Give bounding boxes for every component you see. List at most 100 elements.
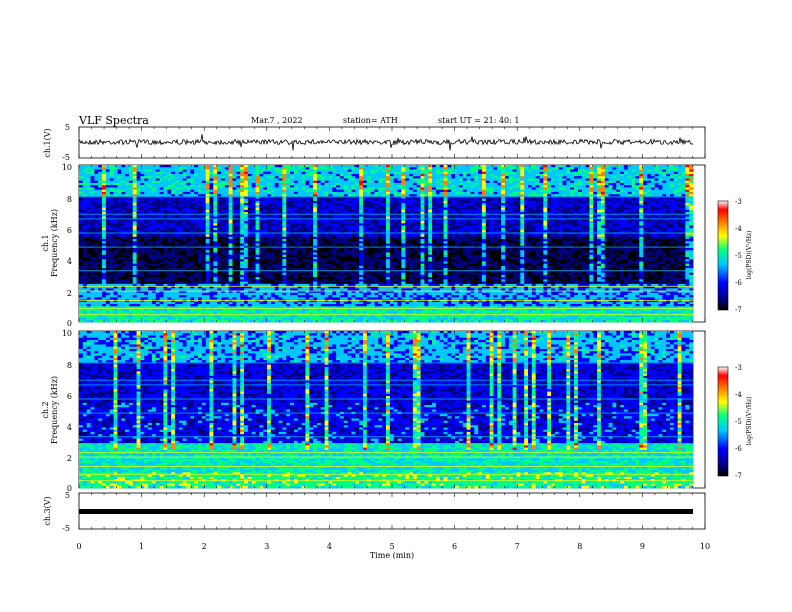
ch1-spectrogram-cell [513, 192, 517, 195]
ch1-spectrogram-cell [486, 176, 490, 179]
ch1-spectrogram-cell [355, 167, 359, 170]
ch1-spectrogram-cell [405, 176, 409, 179]
ch1-spectrogram-cell [440, 192, 444, 195]
ch1-spectrogram-cell [110, 230, 114, 233]
ch1-spectrogram-cell [332, 208, 336, 211]
ch1-spectrogram-cell [290, 183, 294, 186]
ch1-spectrogram-cell [325, 192, 329, 195]
ch1-spectrogram-cell [94, 199, 98, 202]
ch1-spectrogram-cell [313, 183, 317, 186]
ch1-spectrogram-cell [351, 199, 355, 202]
ch1-spectrogram-cell [493, 223, 497, 226]
ch1-spectrogram-cell [282, 176, 286, 179]
ch1-spectrogram-cell [386, 192, 390, 195]
ch1-spectrogram-cell [639, 223, 643, 226]
ch1-spectrogram-cell [547, 208, 551, 211]
ch1-spectrogram-cell [670, 183, 674, 186]
ch1-spectrogram-cell [417, 176, 421, 179]
ch1-spectrogram-cell [225, 167, 229, 170]
ch1-spectrogram-cell [351, 230, 355, 233]
ch1-spectrogram-cell [589, 167, 593, 170]
ch1-spectrogram-cell [428, 167, 432, 170]
ch1-spectrogram-cell [532, 214, 536, 217]
ch1-spectrogram-cell [662, 183, 666, 186]
ch1-spectrogram-cell [628, 176, 632, 179]
ch1-spectrogram-cell [156, 199, 160, 202]
ch1-spectrogram-cell [129, 167, 133, 170]
ch1-spectrogram-cell [570, 214, 574, 217]
ch1-spectrogram-cell [91, 167, 95, 170]
ch1-spectrogram-cell [133, 192, 137, 195]
ch1-spectrogram-cell [555, 192, 559, 195]
ch1-spectrogram-cell [536, 167, 540, 170]
ch1-spectrogram-cell [474, 214, 478, 217]
ch1-spectrogram-cell [451, 208, 455, 211]
ch1-spectrogram-cell [106, 192, 110, 195]
ch1-spectrogram-cell [586, 208, 590, 211]
ch1-spectrogram-cell [382, 230, 386, 233]
ch1-spectrogram-cell [509, 223, 513, 226]
ch1-spectrogram-cell [662, 223, 666, 226]
ch1-spectrogram-cell [513, 223, 517, 226]
ch1-spectrogram-cell [102, 223, 106, 226]
ch1-spectrogram-cell [290, 167, 294, 170]
ch1-spectrogram-cell [624, 214, 628, 217]
ch1-spectrogram-cell [532, 199, 536, 202]
ch1-spectrogram-cell [470, 167, 474, 170]
ch1-spectrogram-cell [382, 223, 386, 226]
ch1-spectrogram-cell [651, 183, 655, 186]
ch1-spectrogram-cell [144, 183, 148, 186]
ch1-spectrogram-cell [551, 199, 555, 202]
ch1-spectrogram-cell [94, 167, 98, 170]
ch1-spectrogram-cell [398, 176, 402, 179]
ch1-spectrogram-cell [275, 208, 279, 211]
ch1-spectrogram-cell [240, 214, 244, 217]
ch1-spectrogram-cell [447, 214, 451, 217]
ch1-spectrogram-cell [160, 176, 164, 179]
ch1-spectrogram-cell [566, 223, 570, 226]
ch1-spectrogram-cell [267, 183, 271, 186]
ch1-spectrogram-cell [547, 167, 551, 170]
ch1-spectrogram-cell [624, 176, 628, 179]
ch1-spectrogram-cell [405, 230, 409, 233]
ch1-spectrogram-cell [382, 167, 386, 170]
ch1-spectrogram-cell [470, 208, 474, 211]
ch1-spectrogram-cell [309, 199, 313, 202]
ch1-spectrogram-cell [643, 199, 647, 202]
ch1-spectrogram-cell [256, 208, 260, 211]
ch1-spectrogram-cell [490, 230, 494, 233]
ch1-spectrogram-cell [340, 176, 344, 179]
ch1-spectrogram-cell [543, 176, 547, 179]
ch1-spectrogram-cell [413, 192, 417, 195]
ch1-spectrogram-cell [282, 230, 286, 233]
ch1-spectrogram-cell [79, 208, 83, 211]
ch1-spectrogram-cell [601, 167, 605, 170]
ch1-spectrogram-cell [225, 192, 229, 195]
ch1-spectrogram-cell [321, 214, 325, 217]
ch1-spectrogram-cell [409, 223, 413, 226]
ch1-spectrogram-cell [436, 183, 440, 186]
ch1-spectrogram-cell [290, 214, 294, 217]
ch1-spectrogram-cell [612, 208, 616, 211]
ch1-spectrogram-cell [244, 214, 248, 217]
ch1-spectrogram-cell [179, 199, 183, 202]
ch1-spectrogram-cell [574, 230, 578, 233]
ch1-spectrogram-cell [114, 208, 118, 211]
ch1-spectrogram-cell [221, 214, 225, 217]
ch1-spectrogram-cell [233, 167, 237, 170]
ch1-spectrogram-cell [609, 167, 613, 170]
ch1-spectrogram-cell [574, 167, 578, 170]
ch1-spectrogram-cell [444, 183, 448, 186]
ch1-spectrogram-cell [459, 214, 463, 217]
ch1-spectrogram-cell [340, 183, 344, 186]
ch1-spectrogram-cell [413, 223, 417, 226]
ch1-spectrogram-cell [493, 214, 497, 217]
ch1-spectrogram-cell [140, 176, 144, 179]
ch1-spectrogram-cell [574, 199, 578, 202]
ch1-spectrogram-cell [102, 183, 106, 186]
ch1-spectrogram-cell [229, 167, 233, 170]
ch1-spectrogram-cell [563, 208, 567, 211]
ch1-spectrogram-cell [160, 223, 164, 226]
ch1-spectrogram-cell [559, 183, 563, 186]
ch1-spectrogram-cell [332, 183, 336, 186]
